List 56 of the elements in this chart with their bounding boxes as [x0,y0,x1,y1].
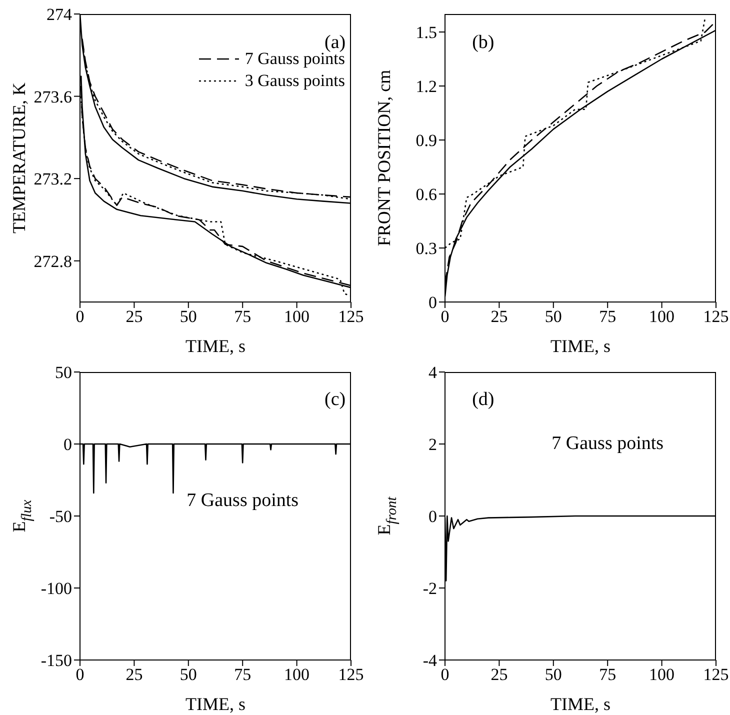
x-tick-label: 75 [599,664,616,684]
x-tick-label: 100 [284,664,310,684]
x-tick-label: 50 [180,664,197,684]
x-tick-label: 100 [649,664,675,684]
x-tick-label: 125 [703,664,729,684]
y-tick-label: -100 [40,578,72,598]
x-axis-title: TIME, s [186,336,246,356]
y-tick-label: 50 [55,362,72,382]
x-tick-label: 25 [490,664,508,684]
x-tick-label: 25 [126,664,143,684]
x-axis-title: TIME, s [550,336,610,356]
y-tick-label: 0 [64,434,72,454]
y-tick-label: 274 [46,5,72,24]
x-tick-label: 50 [180,307,197,326]
y-tick-label: 0.3 [416,239,437,258]
x-tick-label: 25 [490,307,508,326]
annotation: (c) [324,389,346,412]
y-tick-label: 2 [428,434,437,454]
x-tick-label: 75 [234,664,252,684]
x-tick-label: 25 [126,307,143,326]
y-tick-label: -4 [422,650,438,670]
x-tick-label: 125 [703,307,729,326]
y-tick-label: 0 [428,293,437,312]
x-tick-label: 0 [76,664,84,684]
annotation: (d) [472,389,494,412]
annotation: 7 Gauss points [552,432,664,454]
y-tick-label: -50 [49,506,72,526]
y-axis-title: TEMPERATURE, K [9,82,29,234]
y-tick-label: -2 [422,578,437,598]
x-tick-label: 100 [649,307,675,326]
y-tick-label: -150 [40,650,72,670]
x-tick-label: 100 [284,307,310,326]
x-axis-title: TIME, s [186,694,246,714]
y-tick-label: 1.2 [416,77,437,96]
x-tick-label: 50 [544,664,562,684]
x-tick-label: 125 [338,664,364,684]
x-tick-label: 75 [234,307,252,326]
x-tick-label: 0 [440,307,450,326]
y-tick-label: 0 [428,506,437,526]
y-tick-label: 273.2 [34,170,72,189]
x-tick-label: 125 [338,307,364,326]
x-tick-label: 75 [599,307,616,326]
y-tick-label: 273.6 [34,87,72,106]
y-tick-label: 272.8 [34,252,72,271]
x-axis-title: TIME, s [550,694,610,714]
annotation: (b) [472,32,494,54]
legend-label: 3 Gauss points [244,70,345,92]
y-tick-label: 1.5 [416,23,437,42]
y-tick-label: 0.9 [416,131,437,150]
x-tick-label: 0 [440,664,450,684]
y-tick-label: 0.6 [416,185,437,204]
x-tick-label: 0 [76,307,84,326]
annotation: 7 Gauss points [186,490,299,512]
x-tick-label: 50 [544,307,562,326]
y-axis-title: FRONT POSITION, cm [374,70,394,246]
y-tick-label: 4 [428,362,438,382]
